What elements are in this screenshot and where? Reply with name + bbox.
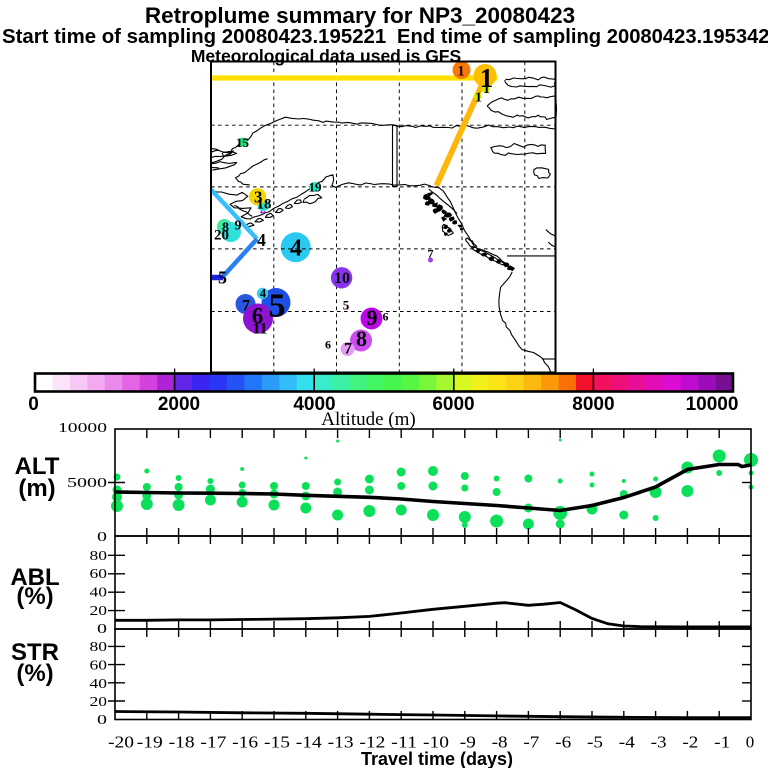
svg-text:-4: -4 xyxy=(619,733,636,752)
svg-text:4: 4 xyxy=(290,235,302,261)
svg-text:10: 10 xyxy=(334,270,350,287)
svg-text:20: 20 xyxy=(90,603,108,618)
svg-text:-17: -17 xyxy=(200,733,227,752)
svg-text:6: 6 xyxy=(383,310,389,324)
svg-text:8: 8 xyxy=(222,221,229,236)
svg-text:80: 80 xyxy=(90,639,108,654)
svg-text:-16: -16 xyxy=(232,733,258,752)
svg-text:60: 60 xyxy=(90,658,108,673)
svg-text:10000: 10000 xyxy=(686,394,739,415)
svg-text:80: 80 xyxy=(90,548,108,563)
svg-text:0: 0 xyxy=(746,733,755,752)
svg-text:6000: 6000 xyxy=(432,394,474,415)
svg-text:2000: 2000 xyxy=(158,394,200,415)
svg-text:-20: -20 xyxy=(108,733,134,752)
svg-text:10000: 10000 xyxy=(58,420,107,435)
svg-text:0: 0 xyxy=(97,712,107,727)
svg-text:20: 20 xyxy=(90,694,108,709)
svg-text:7: 7 xyxy=(242,298,250,315)
svg-text:-5: -5 xyxy=(587,733,603,752)
svg-text:7: 7 xyxy=(344,341,352,358)
svg-text:0: 0 xyxy=(28,394,39,415)
svg-text:-1: -1 xyxy=(714,733,730,752)
svg-text:-19: -19 xyxy=(137,733,163,752)
svg-text:60: 60 xyxy=(90,566,108,581)
svg-text:-8: -8 xyxy=(492,733,508,752)
svg-text:1: 1 xyxy=(457,64,464,80)
svg-text:9: 9 xyxy=(235,219,242,234)
svg-text:-10: -10 xyxy=(423,733,449,752)
svg-text:-7: -7 xyxy=(523,733,540,752)
svg-text:40: 40 xyxy=(90,676,108,691)
svg-text:-18: -18 xyxy=(169,733,195,752)
svg-text:11: 11 xyxy=(253,321,268,338)
svg-text:20: 20 xyxy=(214,228,229,244)
svg-text:19: 19 xyxy=(309,180,323,195)
svg-text:-12: -12 xyxy=(359,733,385,752)
svg-text:4: 4 xyxy=(260,287,267,301)
svg-text:-14: -14 xyxy=(296,733,323,752)
svg-text:-3: -3 xyxy=(651,733,667,752)
svg-text:5: 5 xyxy=(269,288,286,325)
svg-text:0: 0 xyxy=(97,621,107,636)
svg-text:5: 5 xyxy=(343,298,350,313)
svg-text:1: 1 xyxy=(483,81,490,96)
svg-text:7: 7 xyxy=(428,247,434,261)
svg-text:-15: -15 xyxy=(264,733,290,752)
svg-text:0: 0 xyxy=(97,529,107,544)
svg-text:1: 1 xyxy=(480,63,494,93)
svg-text:-11: -11 xyxy=(391,733,417,752)
svg-text:-2: -2 xyxy=(682,733,698,752)
svg-text:15: 15 xyxy=(236,135,250,150)
svg-text:18: 18 xyxy=(257,197,272,213)
svg-text:-9: -9 xyxy=(460,733,476,752)
svg-text:1: 1 xyxy=(475,90,482,105)
svg-text:40: 40 xyxy=(90,585,108,600)
svg-text:8000: 8000 xyxy=(572,394,614,415)
svg-text:4: 4 xyxy=(257,230,266,250)
svg-text:5000: 5000 xyxy=(67,475,107,490)
svg-text:6: 6 xyxy=(252,304,264,329)
svg-text:5: 5 xyxy=(218,268,227,288)
svg-text:8: 8 xyxy=(356,326,367,351)
svg-text:Altitude (m): Altitude (m) xyxy=(321,409,415,430)
svg-text:3: 3 xyxy=(254,188,263,207)
svg-text:4000: 4000 xyxy=(293,394,335,415)
svg-text:6: 6 xyxy=(325,338,331,352)
svg-text:-13: -13 xyxy=(328,733,354,752)
svg-text:-6: -6 xyxy=(555,733,571,752)
svg-text:9: 9 xyxy=(367,305,378,330)
